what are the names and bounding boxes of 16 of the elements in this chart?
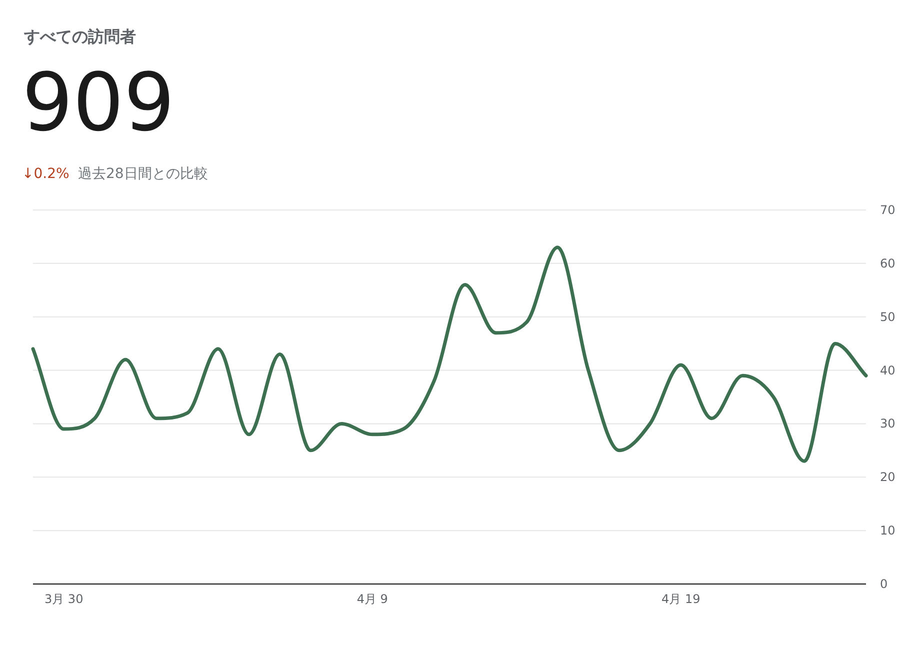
y-tick-label: 60 (880, 256, 896, 270)
y-tick-label: 70 (880, 203, 896, 217)
x-tick-label: 3月 30 (44, 592, 84, 606)
x-tick-label: 4月 9 (356, 592, 388, 606)
y-tick-label: 40 (880, 363, 896, 378)
text: 909 (22, 56, 175, 149)
x-tick-label: 4月 19 (662, 592, 700, 606)
y-tick-label: 20 (880, 470, 896, 484)
y-tick-label: 0 (880, 577, 888, 591)
line-series (31, 246, 868, 463)
text: ↓0.2% (22, 166, 70, 182)
y-tick-label: 10 (880, 524, 896, 538)
y-tick-label: 50 (880, 310, 896, 324)
y-tick-label: 30 (880, 416, 896, 431)
chart-title: すべての訪問者 (23, 27, 136, 46)
text: 過去28日間との比較 (78, 166, 208, 182)
